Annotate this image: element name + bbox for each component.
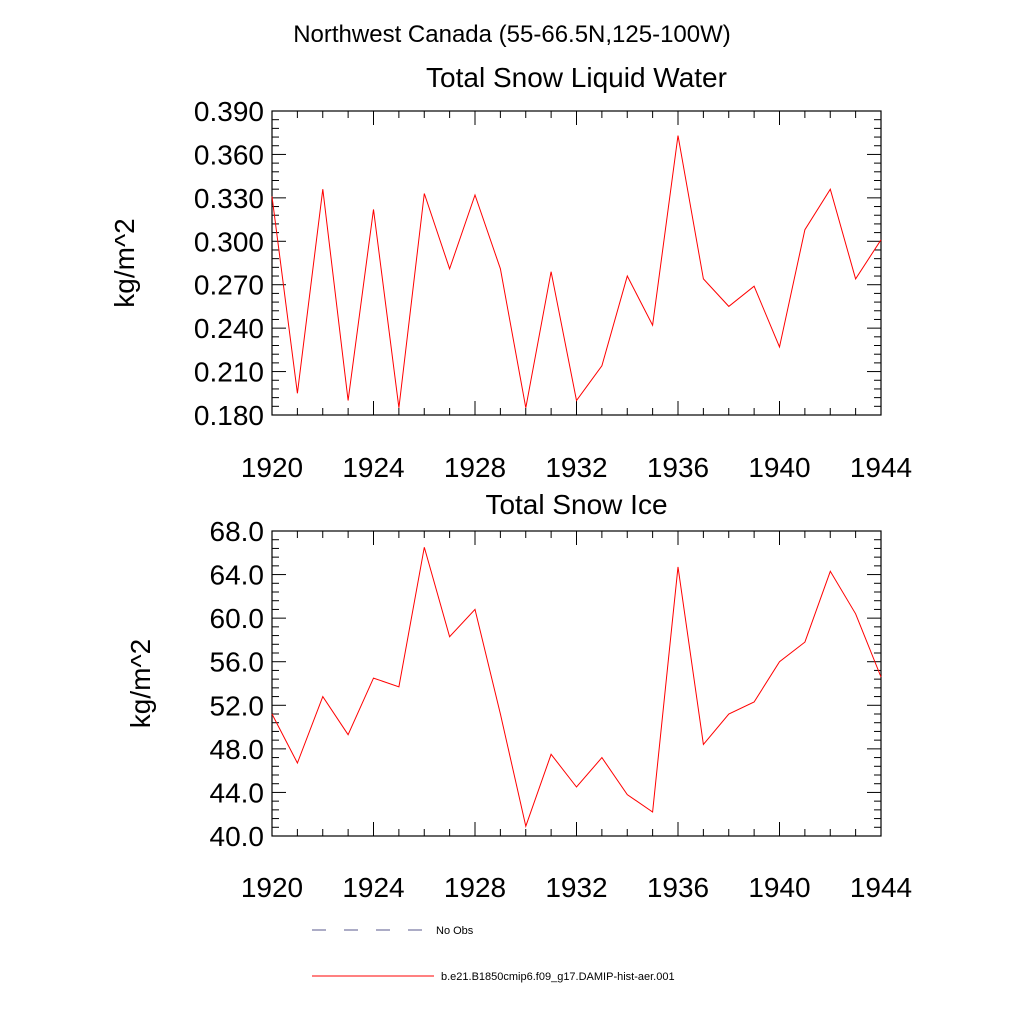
y-tick-label: 0.240 [194,313,264,344]
y-tick-label: 56.0 [210,647,265,678]
series-line [271,547,882,829]
y-tick-label: 40.0 [210,821,265,852]
y-tick-label: 44.0 [210,777,265,808]
y-axis-label: kg/m^2 [125,639,156,728]
x-tick-label: 1944 [850,452,912,483]
y-tick-label: 0.180 [194,400,264,431]
x-tick-label: 1928 [444,452,506,483]
y-axis-label: kg/m^2 [109,218,140,307]
y-tick-label: 68.0 [210,516,265,547]
plot-frame [271,110,882,416]
y-tick-label: 0.360 [194,139,264,170]
y-tick-label: 0.270 [194,270,264,301]
y-tick-label: 0.300 [194,226,264,257]
x-tick-label: 1920 [241,872,303,903]
chart-title: Total Snow Ice [485,489,667,520]
x-tick-label: 1936 [647,872,709,903]
x-tick-label: 1932 [545,872,607,903]
x-tick-label: 1920 [241,452,303,483]
panel-total-snow-ice: Total Snow Ice 1920 1924 1928 1932 1936 1940 19… [125,489,912,903]
plot-frame [271,530,882,837]
chart-title: Total Snow Liquid Water [426,62,727,93]
legend: No Obs b.e21.B1850cmip6.f09_g17.DAMIP-hi… [312,925,675,983]
x-tick-label: 1928 [444,872,506,903]
y-tick-label: 48.0 [210,734,265,765]
x-tick-label: 1944 [850,872,912,903]
x-tick-label: 1940 [748,872,810,903]
legend-series-label: b.e21.B1850cmip6.f09_g17.DAMIP-hist-aer.… [441,971,675,983]
y-tick-label: 0.210 [194,357,264,388]
x-tick-label: 1924 [342,452,404,483]
x-tick-label: 1924 [342,872,404,903]
y-tick-label: 64.0 [210,560,265,591]
x-tick-label: 1940 [748,452,810,483]
x-tick-label: 1932 [545,452,607,483]
figure-supertitle: Northwest Canada (55-66.5N,125-100W) [293,21,731,48]
series-line [271,135,882,408]
x-tick-label: 1936 [647,452,709,483]
y-tick-label: 0.330 [194,183,264,214]
legend-no-obs-label: No Obs [436,925,474,937]
y-tick-label: 0.390 [194,96,264,127]
y-tick-label: 60.0 [210,603,265,634]
panel-total-snow-liquid-water: Total Snow Liquid Water 1920 1924 1928 1932 1… [109,62,912,483]
y-tick-label: 52.0 [210,690,265,721]
